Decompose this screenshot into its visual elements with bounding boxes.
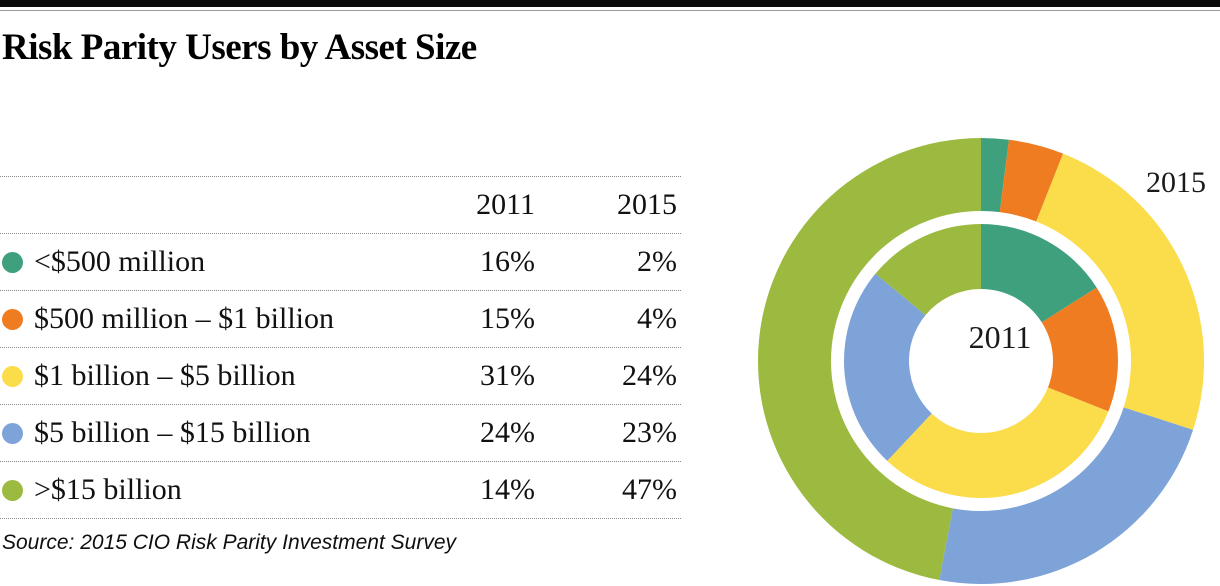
donut-slice-2011-2 [887,387,1109,498]
row-value-2015: 24% [622,359,677,392]
row-value-2011: 24% [480,416,535,449]
table-row: >$15 billion 14% 47% [0,462,681,519]
table-row: $500 million – $1 billion 15% 4% [0,291,681,348]
outer-ring-label: 2015 [1146,166,1206,199]
row-value-2011: 31% [480,359,535,392]
donut-slice-2011-3 [843,273,932,461]
legend-bullet-icon [2,365,23,387]
data-table: 2011 2015 <$500 million 16% 2% $500 mill… [0,176,681,519]
table-row: $5 billion – $15 billion 24% 23% [0,405,681,462]
legend-bullet-icon [2,422,23,444]
row-value-2011: 14% [480,473,535,506]
donut-chart-svg: 2015 2011 [757,137,1206,585]
top-divider-rule [0,0,1220,11]
donut-slice-2015-4 [757,137,981,581]
donut-slice-2015-1 [999,139,1064,222]
table-row: <$500 million 16% 2% [0,234,681,291]
row-label: $5 billion – $15 billion [34,416,311,449]
row-value-2015: 2% [637,245,677,278]
row-label: >$15 billion [34,473,182,506]
row-value-2011: 16% [480,245,535,278]
row-value-2015: 4% [637,302,677,335]
row-label: $1 billion – $5 billion [34,359,296,392]
row-label: <$500 million [34,245,206,278]
column-header-2015: 2015 [617,188,677,221]
row-value-2011: 15% [480,302,535,335]
legend-bullet-icon [2,479,23,501]
column-header-2011: 2011 [476,188,535,221]
row-value-2015: 23% [622,416,677,449]
row-value-2015: 47% [622,473,677,506]
donut-slice-2015-3 [939,407,1194,585]
legend-bullet-icon [2,251,23,273]
source-note: Source: 2015 CIO Risk Parity Investment … [2,531,457,554]
inner-ring-label: 2011 [969,319,1032,355]
page-title: Risk Parity Users by Asset Size [2,27,477,68]
donut-slice-2011-0 [981,224,1097,323]
row-label: $500 million – $1 billion [34,302,335,335]
donut-rings [757,137,1205,585]
donut-slice-2015-0 [981,138,1009,213]
donut-slice-2015-2 [1036,153,1205,430]
donut-slice-2011-1 [1041,287,1118,412]
donut-slice-2011-4 [875,224,981,316]
legend-bullet-icon [2,308,23,330]
table-header-row: 2011 2015 [0,177,681,234]
table-row: $1 billion – $5 billion 31% 24% [0,348,681,405]
